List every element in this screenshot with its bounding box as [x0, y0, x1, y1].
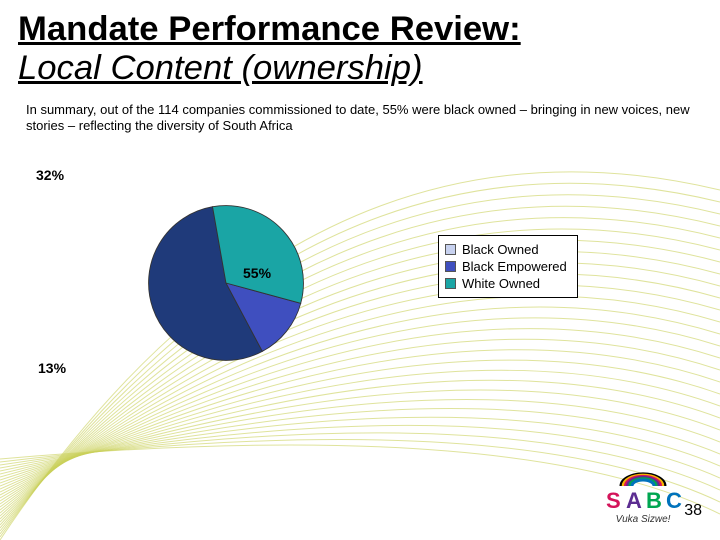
svg-text:S: S	[606, 488, 621, 513]
svg-text:C: C	[666, 488, 682, 513]
svg-text:B: B	[646, 488, 662, 513]
pie-label-black-owned: 55%	[243, 265, 271, 281]
svg-text:A: A	[626, 488, 642, 513]
page-number: 38	[684, 502, 702, 520]
legend-item: Black Empowered	[445, 259, 567, 274]
sabc-logo: SABCVuka Sizwe!	[588, 458, 698, 528]
pie-chart-region: 55% 13% 32% Black Owned Black Empowered …	[18, 165, 702, 425]
legend-label: Black Empowered	[462, 259, 567, 274]
legend-swatch-icon	[445, 278, 456, 289]
chart-legend: Black Owned Black Empowered White Owned	[438, 235, 578, 298]
legend-item: White Owned	[445, 276, 567, 291]
svg-text:Vuka Sizwe!: Vuka Sizwe!	[616, 514, 671, 525]
slide-title-line2: Local Content (ownership)	[18, 49, 702, 88]
legend-item: Black Owned	[445, 242, 567, 257]
legend-swatch-icon	[445, 244, 456, 255]
legend-label: Black Owned	[462, 242, 539, 257]
pie-label-white-owned: 32%	[36, 167, 64, 183]
summary-text: In summary, out of the 114 companies com…	[18, 102, 702, 135]
pie-chart	[138, 195, 314, 371]
pie-label-black-empowered: 13%	[38, 360, 66, 376]
legend-label: White Owned	[462, 276, 540, 291]
slide-title-line1: Mandate Performance Review:	[18, 10, 702, 49]
legend-swatch-icon	[445, 261, 456, 272]
